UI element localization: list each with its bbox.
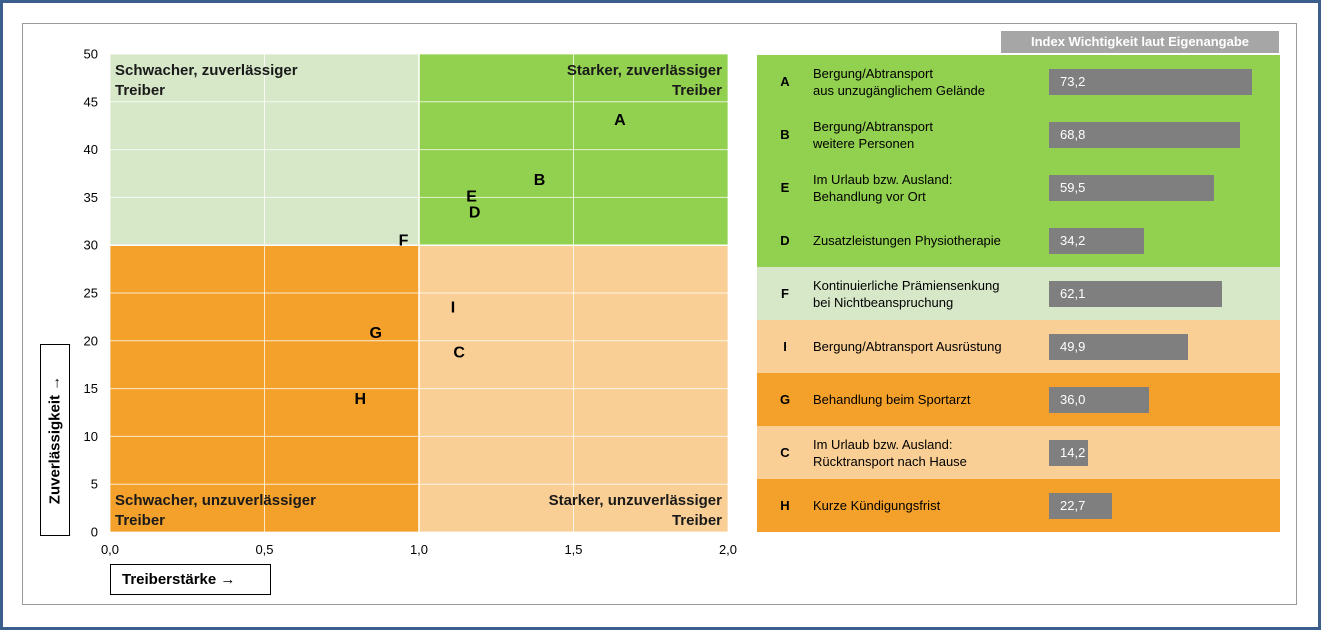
importance-bar-D <box>1049 228 1145 254</box>
importance-row-G: G Behandlung beim Sportarzt 36,0 <box>757 373 1280 426</box>
y-axis-label-box: Zuverlässigkeit → <box>40 344 70 536</box>
y-tick-label: 15 <box>84 381 98 396</box>
row-name: Kontinuierliche Prämiensenkung bei Nicht… <box>813 277 1000 310</box>
data-point-G: G <box>370 325 382 342</box>
data-point-I: I <box>451 299 455 316</box>
row-name: Bergung/Abtransport Ausrüstung <box>813 339 1002 354</box>
importance-bar-C <box>1049 440 1089 466</box>
importance-bar-E <box>1049 175 1215 201</box>
row-name: Bergung/Abtransport weitere Personen <box>813 118 933 151</box>
y-tick-label: 45 <box>84 94 98 109</box>
importance-value-label: 62,1 <box>1060 286 1086 301</box>
row-name: Kurze Kündigungsfrist <box>813 498 941 513</box>
x-tick-label: 1,5 <box>564 542 582 557</box>
row-key: D <box>780 233 790 248</box>
row-key: I <box>783 339 787 354</box>
data-point-H: H <box>355 391 367 408</box>
y-tick-label: 20 <box>84 333 98 348</box>
importance-row-C: C Im Urlaub bzw. Ausland: Rücktransport n… <box>757 426 1280 479</box>
row-name: Zusatzleistungen Physiotherapie <box>813 233 1001 248</box>
importance-bar-F <box>1049 281 1222 307</box>
quadrant-label-bottom-left: Schwacher, unzuverlässiger Treiber <box>115 492 316 529</box>
quadrant-label-top-left: Schwacher, zuverlässiger Treiber <box>115 62 298 99</box>
data-point-F: F <box>399 232 409 249</box>
row-key: H <box>780 498 790 513</box>
importance-row-F: F Kontinuierliche Prämiensenkung bei Nich… <box>757 267 1280 320</box>
importance-row-A: A Bergung/Abtransport aus unzugänglichem … <box>757 55 1280 108</box>
importance-row-D: D Zusatzleistungen Physiotherapie 34,2 <box>757 214 1280 267</box>
row-name: Im Urlaub bzw. Ausland: Behandlung vor O… <box>813 171 953 204</box>
x-tick-label: 0,5 <box>255 542 273 557</box>
row-key: A <box>780 74 790 89</box>
y-tick-label: 50 <box>84 47 98 62</box>
x-axis-label-box: Treiberstärke → <box>110 564 271 595</box>
importance-value-label: 59,5 <box>1060 180 1086 195</box>
quadrant-label-top-right: Starker, zuverlässiger Treiber <box>567 62 722 99</box>
y-tick-label: 35 <box>84 190 98 205</box>
importance-panel-title: Index Wichtigkeit laut Eigenangabe <box>1001 31 1279 53</box>
y-axis-label: Zuverlässigkeit → <box>46 375 64 505</box>
quadrant-scatter-chart: 0,0 0,5 1,0 1,5 2,0 0 5 10 15 20 25 30 35 40 45 50 Schwa… <box>84 47 738 558</box>
importance-bar-H <box>1049 493 1113 519</box>
importance-row-B: B Bergung/Abtransport weitere Personen 68,… <box>757 108 1280 161</box>
y-tick-label: 25 <box>84 286 98 301</box>
data-point-E: E <box>466 188 477 205</box>
x-axis-label: Treiberstärke <box>122 571 217 588</box>
x-tick-label: 0,0 <box>101 542 119 557</box>
y-tick-label: 0 <box>91 525 98 540</box>
importance-value-label: 49,9 <box>1060 339 1086 354</box>
x-tick-label: 2,0 <box>719 542 737 557</box>
importance-bar-B <box>1049 122 1241 148</box>
importance-rows: A Bergung/Abtransport aus unzugänglichem … <box>757 55 1280 532</box>
y-tick-label: 5 <box>91 477 98 492</box>
importance-value-label: 36,0 <box>1060 392 1086 407</box>
y-tick-label: 30 <box>84 238 98 253</box>
importance-value-label: 22,7 <box>1060 498 1086 513</box>
importance-bar-G <box>1049 387 1150 413</box>
row-name: Im Urlaub bzw. Ausland: Rücktransport na… <box>813 436 967 469</box>
row-key: C <box>780 445 790 460</box>
row-name: Bergung/Abtransport aus unzugänglichem G… <box>813 65 986 98</box>
importance-value-label: 34,2 <box>1060 233 1086 248</box>
importance-bar-I <box>1049 334 1188 360</box>
data-point-A: A <box>614 112 626 129</box>
data-point-B: B <box>534 172 546 189</box>
row-key: F <box>781 286 789 301</box>
y-tick-label: 40 <box>84 142 98 157</box>
row-key: E <box>780 180 790 195</box>
quadrant-label-bottom-right: Starker, unzuverlässiger Treiber <box>549 492 723 529</box>
x-tick-label: 1,0 <box>410 542 428 557</box>
data-point-C: C <box>453 344 465 361</box>
data-point-D: D <box>469 205 481 222</box>
importance-row-I: I Bergung/Abtransport Ausrüstung 49,9 <box>757 320 1280 373</box>
importance-bar-A <box>1049 69 1253 95</box>
importance-row-H: H Kurze Kündigungsfrist 22,7 <box>757 479 1280 532</box>
row-key: G <box>779 392 791 407</box>
importance-row-E: E Im Urlaub bzw. Ausland: Behandlung vor … <box>757 161 1280 214</box>
importance-value-label: 68,8 <box>1060 127 1086 142</box>
row-name: Behandlung beim Sportarzt <box>813 392 971 407</box>
importance-value-label: 73,2 <box>1060 74 1086 89</box>
row-key: B <box>780 127 790 142</box>
importance-value-label: 14,2 <box>1060 445 1086 460</box>
y-tick-label: 10 <box>84 429 98 444</box>
